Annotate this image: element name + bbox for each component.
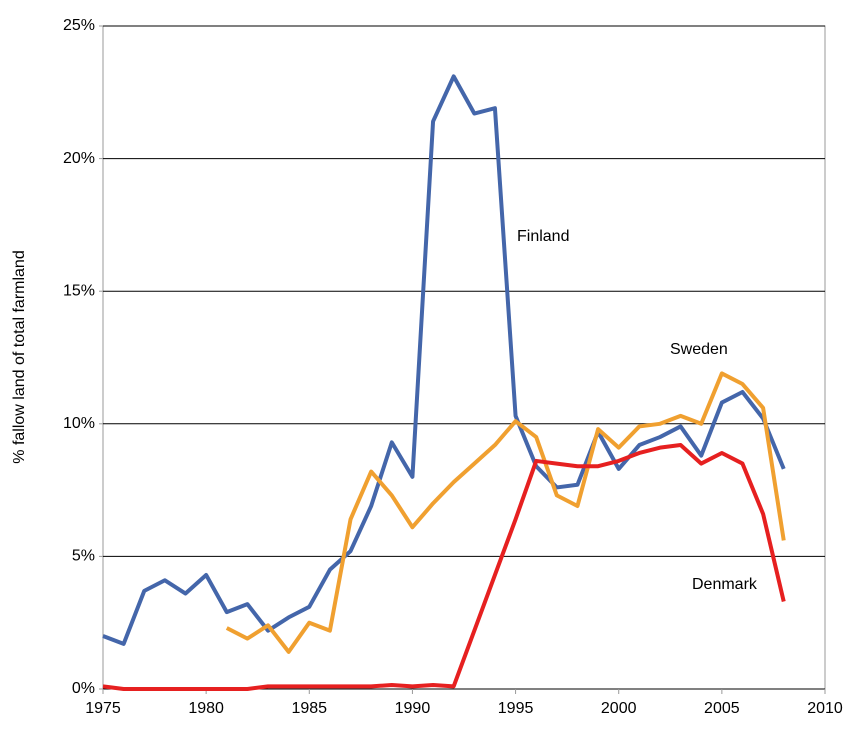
x-tick-label: 2000 xyxy=(601,700,637,717)
y-tick-label: 5% xyxy=(72,548,95,565)
x-tick-label: 2005 xyxy=(704,700,740,717)
x-tick-label: 2010 xyxy=(807,700,843,717)
x-tick-label: 1995 xyxy=(498,700,534,717)
y-tick-label: 25% xyxy=(63,17,95,34)
x-tick-label: 1975 xyxy=(85,700,121,717)
y-tick-label: 20% xyxy=(63,150,95,167)
series-label: Sweden xyxy=(670,341,728,358)
x-tick-label: 1980 xyxy=(188,700,224,717)
y-axis-label: % fallow land of total farmland xyxy=(11,250,28,463)
y-tick-label: 10% xyxy=(63,415,95,432)
series-label: Finland xyxy=(517,228,569,245)
series-line xyxy=(102,74,786,646)
x-tick-label: 1985 xyxy=(291,700,327,717)
series-label: Denmark xyxy=(692,576,758,593)
series-line xyxy=(225,371,786,654)
x-tick-label: 1990 xyxy=(395,700,431,717)
y-tick-label: 15% xyxy=(63,282,95,299)
y-tick-label: 0% xyxy=(72,680,95,697)
series-line xyxy=(102,443,786,691)
